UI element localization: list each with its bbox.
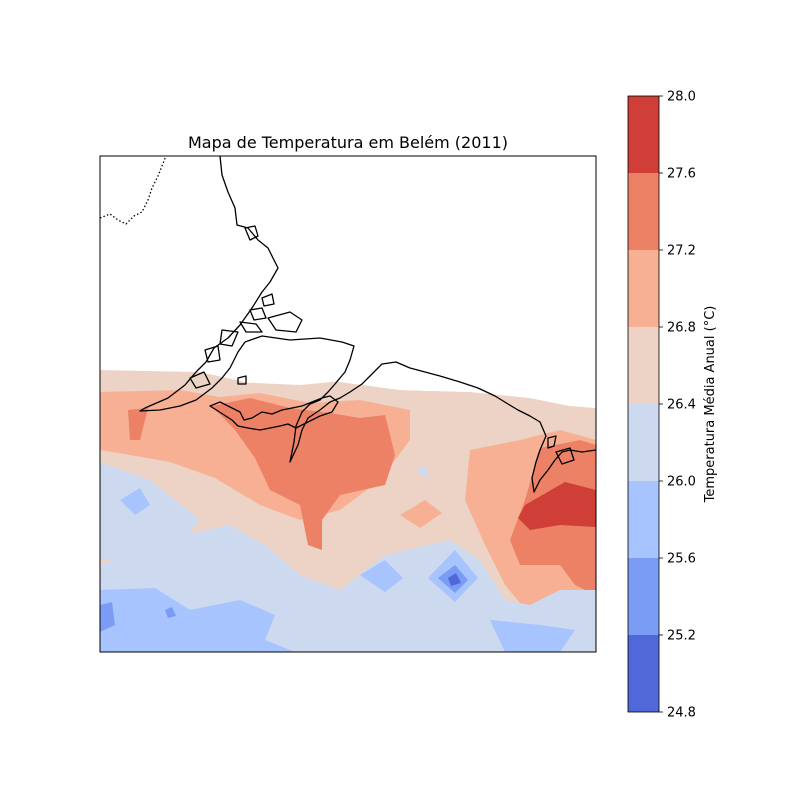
map-title: Mapa de Temperatura em Belém (2011) <box>188 133 508 152</box>
coastline-west-bank <box>139 156 279 412</box>
country-border <box>100 156 167 225</box>
coastline-islet-b <box>261 293 275 307</box>
colorbar-level-7 <box>628 96 659 173</box>
colorbar-tick-label-2: 25.6 <box>667 552 696 567</box>
colorbar-tick-label-3: 26.0 <box>667 475 696 490</box>
colorbar-level-0 <box>628 635 659 712</box>
coastline-islet-d <box>239 321 263 333</box>
contour-27.2-27.6 <box>212 398 395 550</box>
contour-27.6-28.0 <box>518 482 596 530</box>
contour-25.6-26.0 <box>100 588 295 652</box>
colorbar-level-3 <box>628 404 659 481</box>
coastline-islet-h <box>189 371 211 389</box>
colorbar-level-1 <box>628 558 659 635</box>
coastline-islet-g <box>204 345 221 363</box>
colorbar: 24.8 25.2 25.6 26.0 26.4 26.8 27.2 27.6 28.0 Tem… <box>627 90 718 721</box>
colorbar-tick-label-0: 24.8 <box>667 706 696 721</box>
contour-25.6-26.0-e <box>120 488 150 515</box>
colorbar-tick-label-1: 25.2 <box>667 629 696 644</box>
colorbar-level-4 <box>628 327 659 404</box>
colorbar-levels <box>628 96 659 712</box>
map-area <box>99 155 597 653</box>
temperature-field <box>100 156 596 652</box>
contour-27.2-27.6-west <box>128 408 148 440</box>
coastline-islet-c <box>249 307 267 321</box>
coastline-islet-f <box>219 329 239 347</box>
colorbar-level-6 <box>628 173 659 250</box>
colorbar-label: Temperatura Média Anual (°C) <box>703 306 718 504</box>
coastline-marajo <box>244 335 596 493</box>
colorbar-tick-label-7: 27.6 <box>667 167 696 182</box>
contour-26.8-27.2-spot <box>400 500 442 528</box>
coastline <box>139 156 596 493</box>
contour-25.2-25.6-c <box>165 607 176 618</box>
colorbar-level-5 <box>628 250 659 327</box>
colorbar-tick-label-8: 28.0 <box>667 90 696 105</box>
contour-26.0-26.4-spot <box>415 465 430 478</box>
colorbar-tick-label-5: 26.8 <box>667 321 696 336</box>
contour-26.0-26.4 <box>100 462 200 560</box>
contour-24.8-25.2 <box>448 573 461 586</box>
colorbar-ticks: 24.8 25.2 25.6 26.0 26.4 26.8 27.2 27.6 28.0 <box>659 90 696 721</box>
map-frame <box>99 155 597 653</box>
coastline-islet-k <box>555 447 575 465</box>
coastline-islet-i <box>237 375 247 385</box>
coastline-islet-a <box>244 225 259 241</box>
contour-25.6-26.0-d <box>490 620 575 652</box>
contour-25.6-26.0-b <box>360 560 403 592</box>
contour-25.2-25.6 <box>100 602 115 632</box>
no-data-estuary <box>235 340 352 385</box>
colorbar-tick-label-4: 26.4 <box>667 398 696 413</box>
coastline-islet-j <box>547 435 557 449</box>
coastline-islet-e <box>267 311 303 333</box>
coastline-islands <box>209 395 339 431</box>
colorbar-tick-label-6: 27.2 <box>667 244 696 259</box>
colorbar-level-2 <box>628 481 659 558</box>
